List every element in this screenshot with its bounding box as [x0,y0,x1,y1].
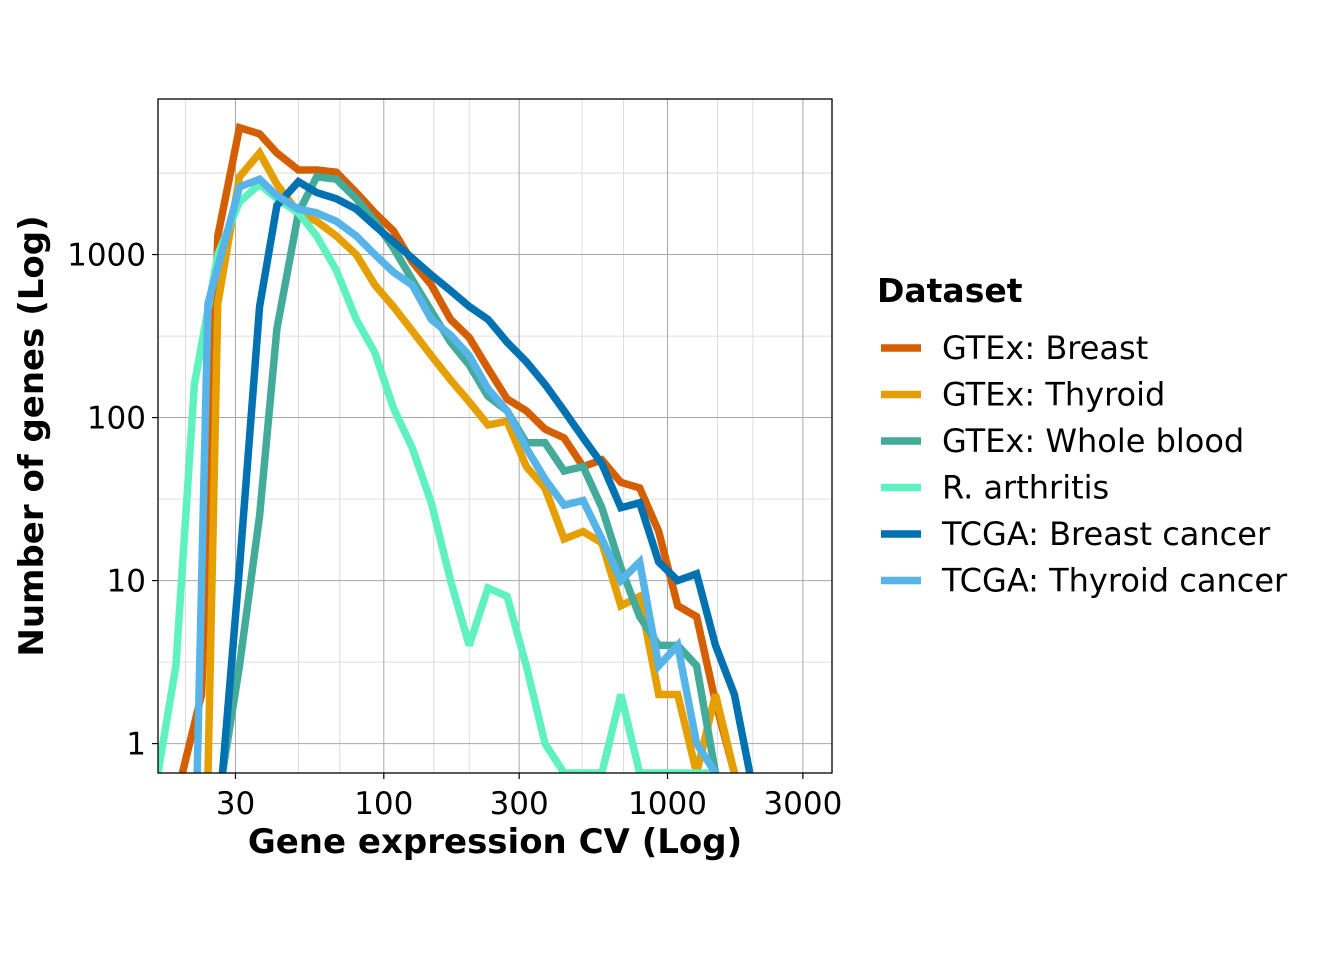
legend-title: Dataset [877,271,1023,310]
series-line-6 [193,174,719,773]
series-line-1 [178,122,739,773]
x-tick-label: 1000 [628,786,707,822]
series-line-5 [218,176,754,773]
x-tick-label: 100 [354,786,413,822]
series-lines [158,122,754,773]
x-tick-label: 300 [490,786,549,822]
x-axis-ticks: 30 100 300 1000 3000 [216,773,842,822]
legend: Dataset GTEx: Breast GTEx: Thyroid GTEx: W… [877,271,1288,600]
legend-label: GTEx: Thyroid [942,376,1165,414]
series-line-3 [218,172,720,773]
legend-label: R. arthritis [942,469,1109,507]
legend-label: TCGA: Thyroid cancer [941,562,1288,600]
y-tick-label: 1 [126,727,146,763]
y-tick-label: 1000 [67,238,146,274]
plot-panel [158,99,832,773]
plot-border [157,98,833,774]
legend-label: GTEx: Whole blood [942,422,1244,460]
x-tick-label: 3000 [763,786,842,822]
y-axis-title: Number of genes (Log) [12,215,52,656]
legend-label: TCGA: Breast cancer [941,515,1271,553]
y-tick-label: 10 [107,564,146,600]
y-tick-label: 100 [87,401,146,437]
x-tick-label: 30 [216,786,255,822]
x-axis-title: Gene expression CV (Log) [248,822,742,862]
y-axis-ticks: 1 10 100 1000 [67,238,158,763]
series-line-4 [158,179,716,773]
legend-label: GTEx: Breast [942,329,1148,367]
